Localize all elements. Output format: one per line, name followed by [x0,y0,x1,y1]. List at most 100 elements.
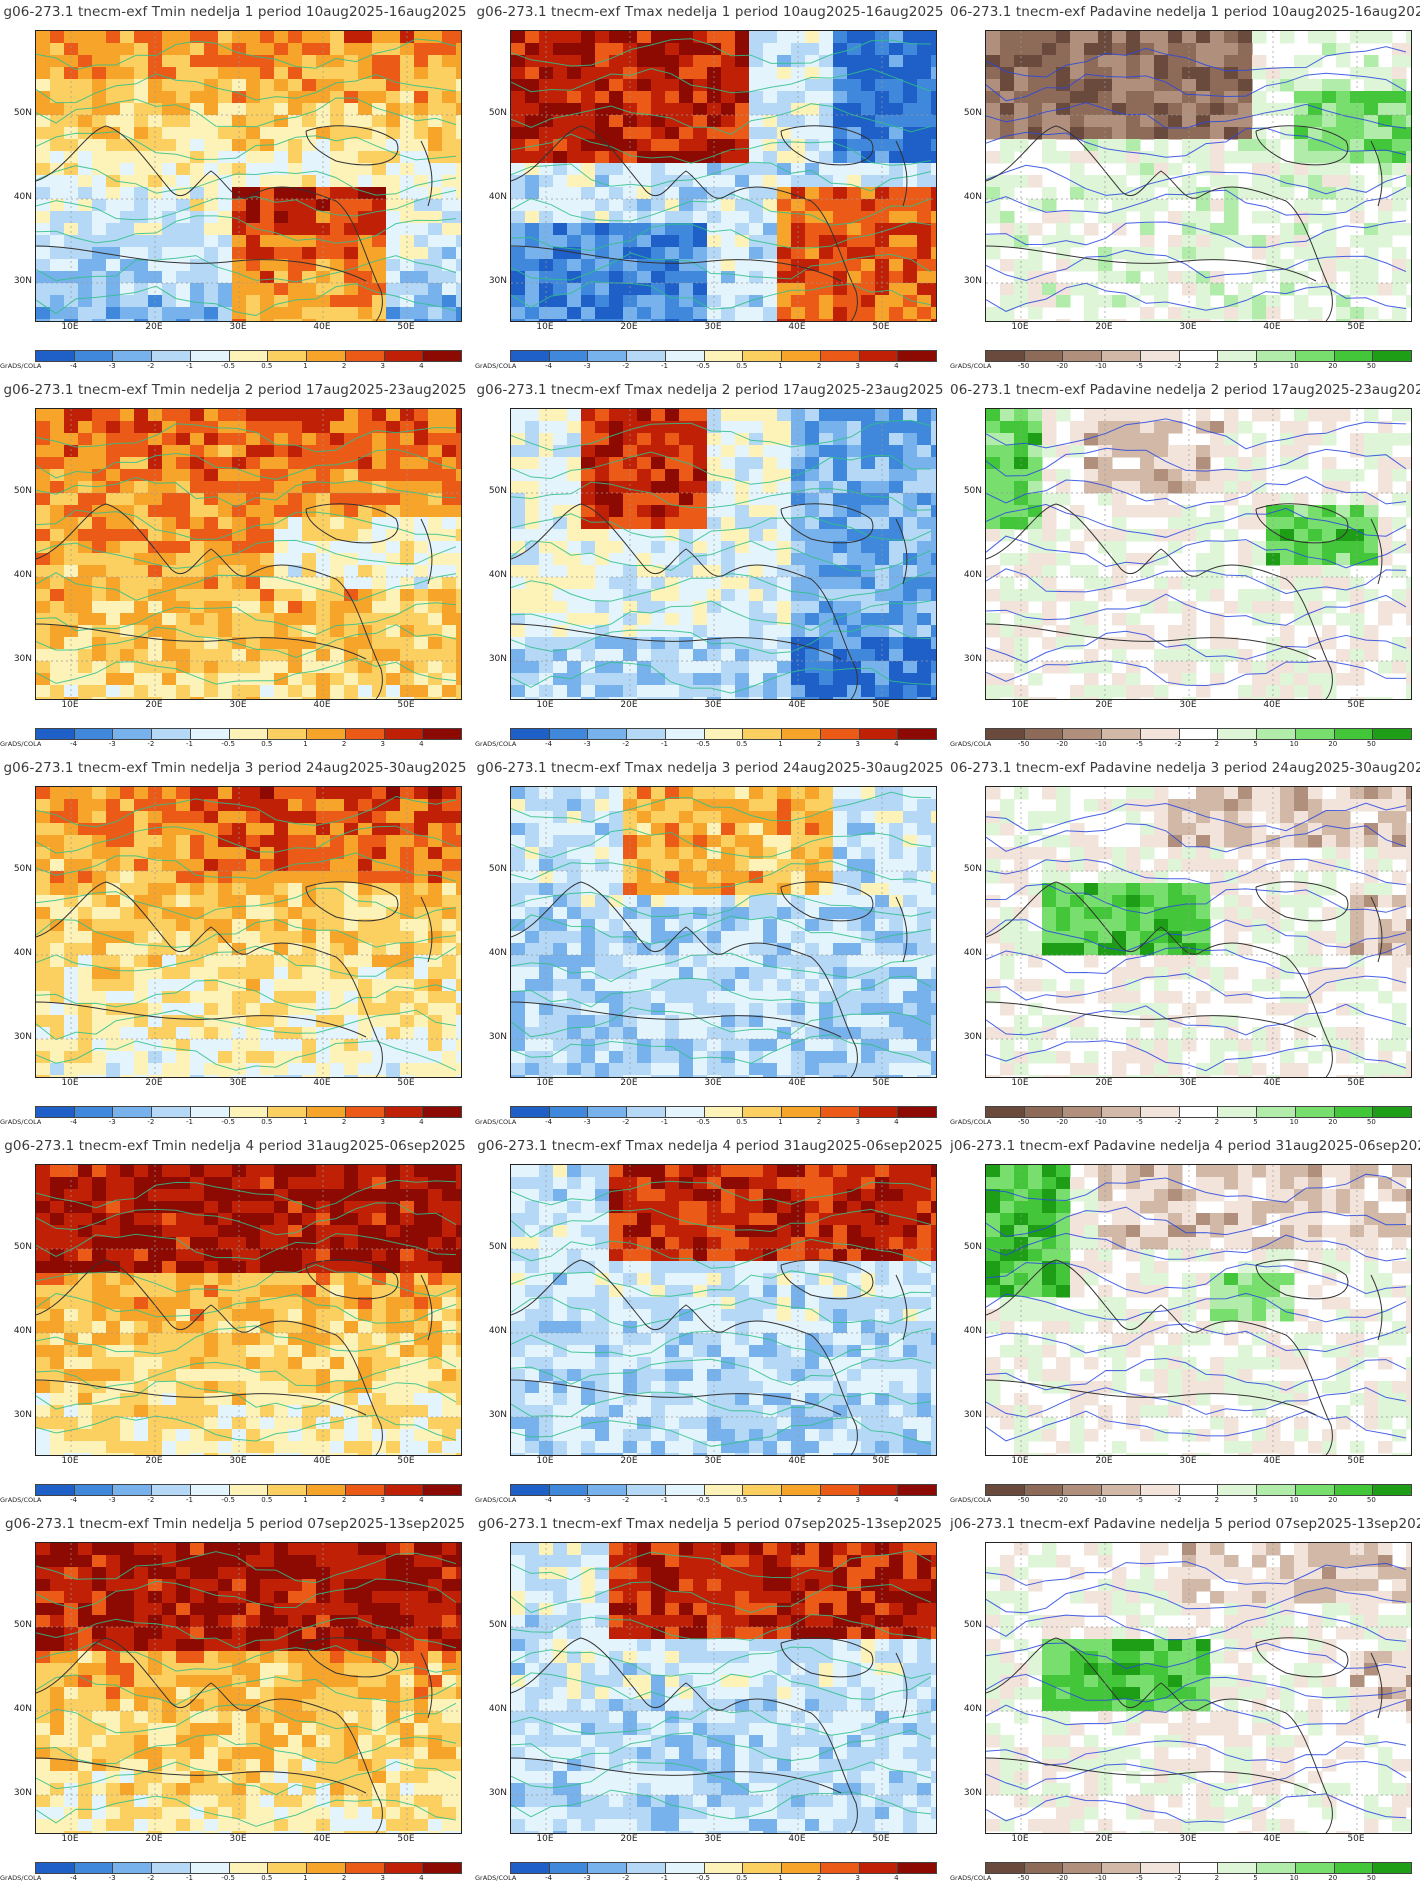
legend-swatch [1063,1107,1103,1117]
lat-label: 40N [488,948,507,958]
legend-tick-label: 1 [778,740,783,748]
legend-swatch [190,1863,230,1873]
lon-label: 30E [1179,1456,1197,1466]
legend-tick-label: 10 [1289,740,1299,748]
lat-label: 50N [488,108,507,118]
lat-label: 50N [963,108,982,118]
lat-label: 30N [963,1788,982,1798]
legend-tick-label: 4 [419,740,424,748]
legend-swatch [190,1485,230,1495]
legend-tick-label: -0.5 [696,740,710,748]
legend-swatch [1102,1485,1141,1495]
legend-tick-label: -3 [583,1496,591,1504]
lat-label: 40N [13,1326,32,1336]
legend-swatch [588,1863,628,1873]
lon-label: 40E [1263,1834,1281,1844]
legend-swatch [229,1485,269,1495]
lon-label: 40E [788,1834,806,1844]
legend-swatch [511,1485,550,1495]
map-panel: g06-273.1 tnecm-exf Tmax nedelja 4 perio… [475,1134,945,1512]
legend-tick-label: -1 [661,362,669,370]
legend-swatch [898,1485,937,1495]
legend-tick-label: -1 [186,1496,194,1504]
panel-title: g06-273.1 tnecm-exf Tmax nedelja 3 perio… [476,760,944,776]
lat-label: 30N [488,1032,507,1042]
lat-label: 40N [963,570,982,580]
legend-tick-label: -10 [1095,1496,1107,1504]
legend-swatch [511,351,550,361]
legend-tick-label: 3 [380,1118,385,1126]
legend-swatch [986,1863,1025,1873]
legend-tick-label: 3 [380,1496,385,1504]
map-panel: g06-273.1 tnecm-exf Tmax nedelja 5 perio… [475,1512,945,1890]
color-legend [985,1484,1412,1496]
legend-tick-label: -1 [661,1118,669,1126]
legend-swatch [307,351,346,361]
lon-label: 10E [1011,1456,1029,1466]
legend-tick-label: -2 [622,1874,630,1882]
lat-label: 50N [963,486,982,496]
lon-label: 40E [313,1834,331,1844]
legend-tick-label: 20 [1328,1118,1338,1126]
legend-swatch [704,1485,744,1495]
legend-tick-label: 1 [303,740,308,748]
lon-label: 20E [620,322,638,332]
legend-swatch [588,1107,628,1117]
legend-tick-label: -0.5 [696,1118,710,1126]
lon-label: 40E [788,700,806,710]
lat-label: 40N [963,1704,982,1714]
legend-swatch [1102,729,1141,739]
legend-tick-label: -4 [545,1118,553,1126]
legend-tick-label: 2 [341,1118,347,1126]
legend-swatch [743,351,783,361]
lon-label: 50E [1347,322,1365,332]
legend-swatch [743,1863,783,1873]
lon-label: 50E [397,1834,415,1844]
legend-tick-label: -2 [622,1118,630,1126]
legend-tick-label: -3 [583,740,591,748]
legend-tick-label: -0.5 [696,1496,710,1504]
legend-tick-label: -3 [108,1118,116,1126]
legend-swatch [859,351,899,361]
legend-swatch [549,729,589,739]
legend-swatch [859,1485,899,1495]
legend-tick-label: -2 [622,1496,630,1504]
legend-tick-label: -0.5 [221,1496,235,1504]
legend-tick-label: 4 [894,362,899,370]
legend-tick-label: 2 [341,1496,347,1504]
legend-tick-label: 2 [816,1874,822,1882]
lat-label: 50N [488,1620,507,1630]
legend-swatch [307,729,346,739]
legend-tick-label: -2 [147,1118,155,1126]
legend-tick-label: 1 [303,1496,308,1504]
lon-label: 10E [536,1456,554,1466]
color-legend [35,1106,462,1118]
legend-tick-label: -0.5 [696,362,710,370]
lon-label: 40E [1263,322,1281,332]
legend-swatch [1373,1863,1412,1873]
lon-label: 20E [145,1834,163,1844]
legend-tick-label: -3 [108,1874,116,1882]
legend-tick-label: -0.5 [221,1118,235,1126]
legend-tick-label: -4 [545,1874,553,1882]
lon-label: 30E [229,1834,247,1844]
legend-swatch [423,351,462,361]
legend-swatch [1373,351,1412,361]
panel-title: g06-273.1 tnecm-exf Tmax nedelja 5 perio… [477,1516,943,1532]
legend-swatch [1295,1863,1335,1873]
legend-swatch [1334,729,1374,739]
legend-swatch [665,1485,705,1495]
legend-swatch [704,1107,744,1117]
anomaly-map [986,1165,1411,1455]
credit-label: GrADS/COLA [0,1874,42,1882]
legend-swatch [345,729,385,739]
panel-title: 06-273.1 tnecm-exf Padavine nedelja 1 pe… [950,4,1420,20]
legend-swatch [152,1107,191,1117]
legend-tick-label: -5 [1136,362,1144,370]
anomaly-map [986,787,1411,1077]
legend-tick-label: 0.5 [736,1496,748,1504]
lat-label: 50N [13,864,32,874]
lon-label: 50E [872,1834,890,1844]
legend-swatch [423,729,462,739]
legend-swatch [1179,351,1219,361]
